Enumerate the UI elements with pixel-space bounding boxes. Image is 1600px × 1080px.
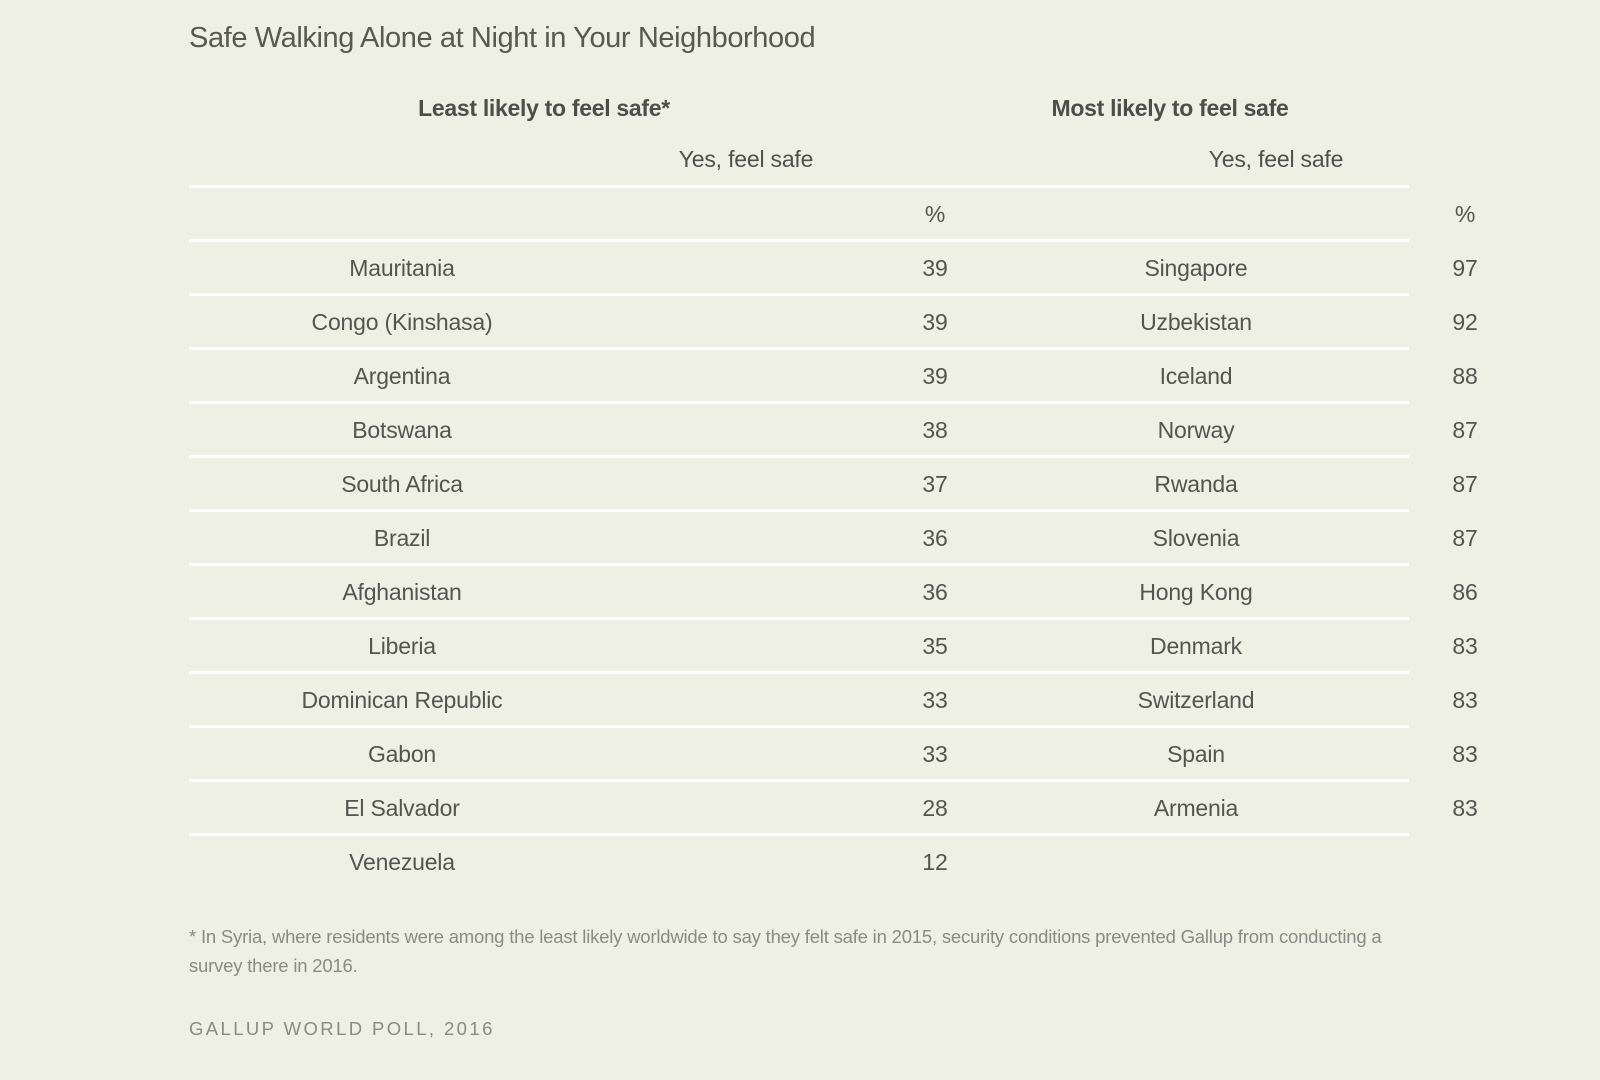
least-value: 37 xyxy=(922,471,948,497)
most-value: 87 xyxy=(1452,525,1478,551)
most-column-label: Yes, feel safe xyxy=(1208,146,1344,172)
table-row: Brazil 36 Slovenia 87 xyxy=(189,509,1478,563)
least-country: Venezuela xyxy=(349,849,455,875)
most-country: Armenia xyxy=(1153,795,1239,821)
table-row: Gabon 33 Spain 83 xyxy=(189,725,1478,779)
least-value: 39 xyxy=(922,255,948,281)
table-row: Dominican Republic 33 Switzerland 83 xyxy=(189,671,1478,725)
least-value: 12 xyxy=(922,849,948,875)
most-country: Switzerland xyxy=(1137,687,1255,713)
most-country: Slovenia xyxy=(1152,525,1240,551)
most-country: Uzbekistan xyxy=(1140,309,1252,335)
least-likely-heading: Least likely to feel safe* xyxy=(418,95,670,121)
table-row: Argentina 39 Iceland 88 xyxy=(189,347,1478,401)
least-value: 36 xyxy=(922,525,948,551)
least-value: 36 xyxy=(922,579,948,605)
table-row: Botswana 38 Norway 87 xyxy=(189,401,1478,455)
most-likely-heading: Most likely to feel safe xyxy=(1051,95,1289,121)
least-country: South Africa xyxy=(341,471,463,497)
most-unit: % xyxy=(1454,201,1476,227)
least-country: El Salvador xyxy=(344,795,460,821)
least-country: Botswana xyxy=(352,417,452,443)
most-value: 83 xyxy=(1452,795,1478,821)
least-country: Afghanistan xyxy=(342,579,462,605)
most-country: Denmark xyxy=(1150,633,1242,659)
source-label: GALLUP WORLD POLL, 2016 xyxy=(189,1018,495,1039)
most-country: Singapore xyxy=(1144,255,1248,281)
least-value: 39 xyxy=(922,309,948,335)
most-country: Spain xyxy=(1167,741,1225,767)
most-country: Rwanda xyxy=(1154,471,1238,497)
least-unit: % xyxy=(924,201,946,227)
most-value xyxy=(1355,836,1575,887)
least-value: 28 xyxy=(922,795,948,821)
most-country: Iceland xyxy=(1159,363,1233,389)
table-row: Mauritania 39 Singapore 97 xyxy=(189,239,1478,293)
most-value: 87 xyxy=(1452,471,1478,497)
most-value: 83 xyxy=(1452,741,1478,767)
least-country: Liberia xyxy=(368,633,436,659)
most-value: 83 xyxy=(1452,687,1478,713)
most-country: Norway xyxy=(1157,417,1235,443)
least-value: 33 xyxy=(922,687,948,713)
most-value: 83 xyxy=(1452,633,1478,659)
least-value: 39 xyxy=(922,363,948,389)
most-value: 92 xyxy=(1452,309,1478,335)
footnote: * In Syria, where residents were among t… xyxy=(189,926,1382,976)
most-value: 86 xyxy=(1452,579,1478,605)
least-column-label: Yes, feel safe xyxy=(678,146,814,172)
most-country xyxy=(1026,836,1366,887)
least-country: Mauritania xyxy=(349,255,455,281)
least-country: Argentina xyxy=(353,363,451,389)
table-row: Afghanistan 36 Hong Kong 86 xyxy=(189,563,1478,617)
safety-table: % % Mauritania 39 Singapore 97 Congo (Kinsha… xyxy=(189,185,1478,887)
table-title: Safe Walking Alone at Night in Your Neig… xyxy=(189,22,816,54)
least-country: Congo (Kinshasa) xyxy=(311,309,493,335)
least-value: 35 xyxy=(922,633,948,659)
least-value: 38 xyxy=(922,417,948,443)
table-row: Congo (Kinshasa) 39 Uzbekistan 92 xyxy=(189,293,1478,347)
table-row: El Salvador 28 Armenia 83 xyxy=(189,779,1478,833)
least-country: Gabon xyxy=(367,741,437,767)
least-country: Dominican Republic xyxy=(301,687,503,713)
table-body: Mauritania 39 Singapore 97 Congo (Kinshasa) 3… xyxy=(189,239,1478,887)
most-value: 87 xyxy=(1452,417,1478,443)
unit-row: % % xyxy=(189,185,1475,239)
most-value: 97 xyxy=(1452,255,1478,281)
table-row: Liberia 35 Denmark 83 xyxy=(189,617,1478,671)
table-row: South Africa 37 Rwanda 87 xyxy=(189,455,1478,509)
table-row: Venezuela 12 xyxy=(189,833,1409,887)
most-country: Hong Kong xyxy=(1139,579,1253,605)
least-country: Brazil xyxy=(373,525,431,551)
least-value: 33 xyxy=(922,741,948,767)
most-value: 88 xyxy=(1452,363,1478,389)
